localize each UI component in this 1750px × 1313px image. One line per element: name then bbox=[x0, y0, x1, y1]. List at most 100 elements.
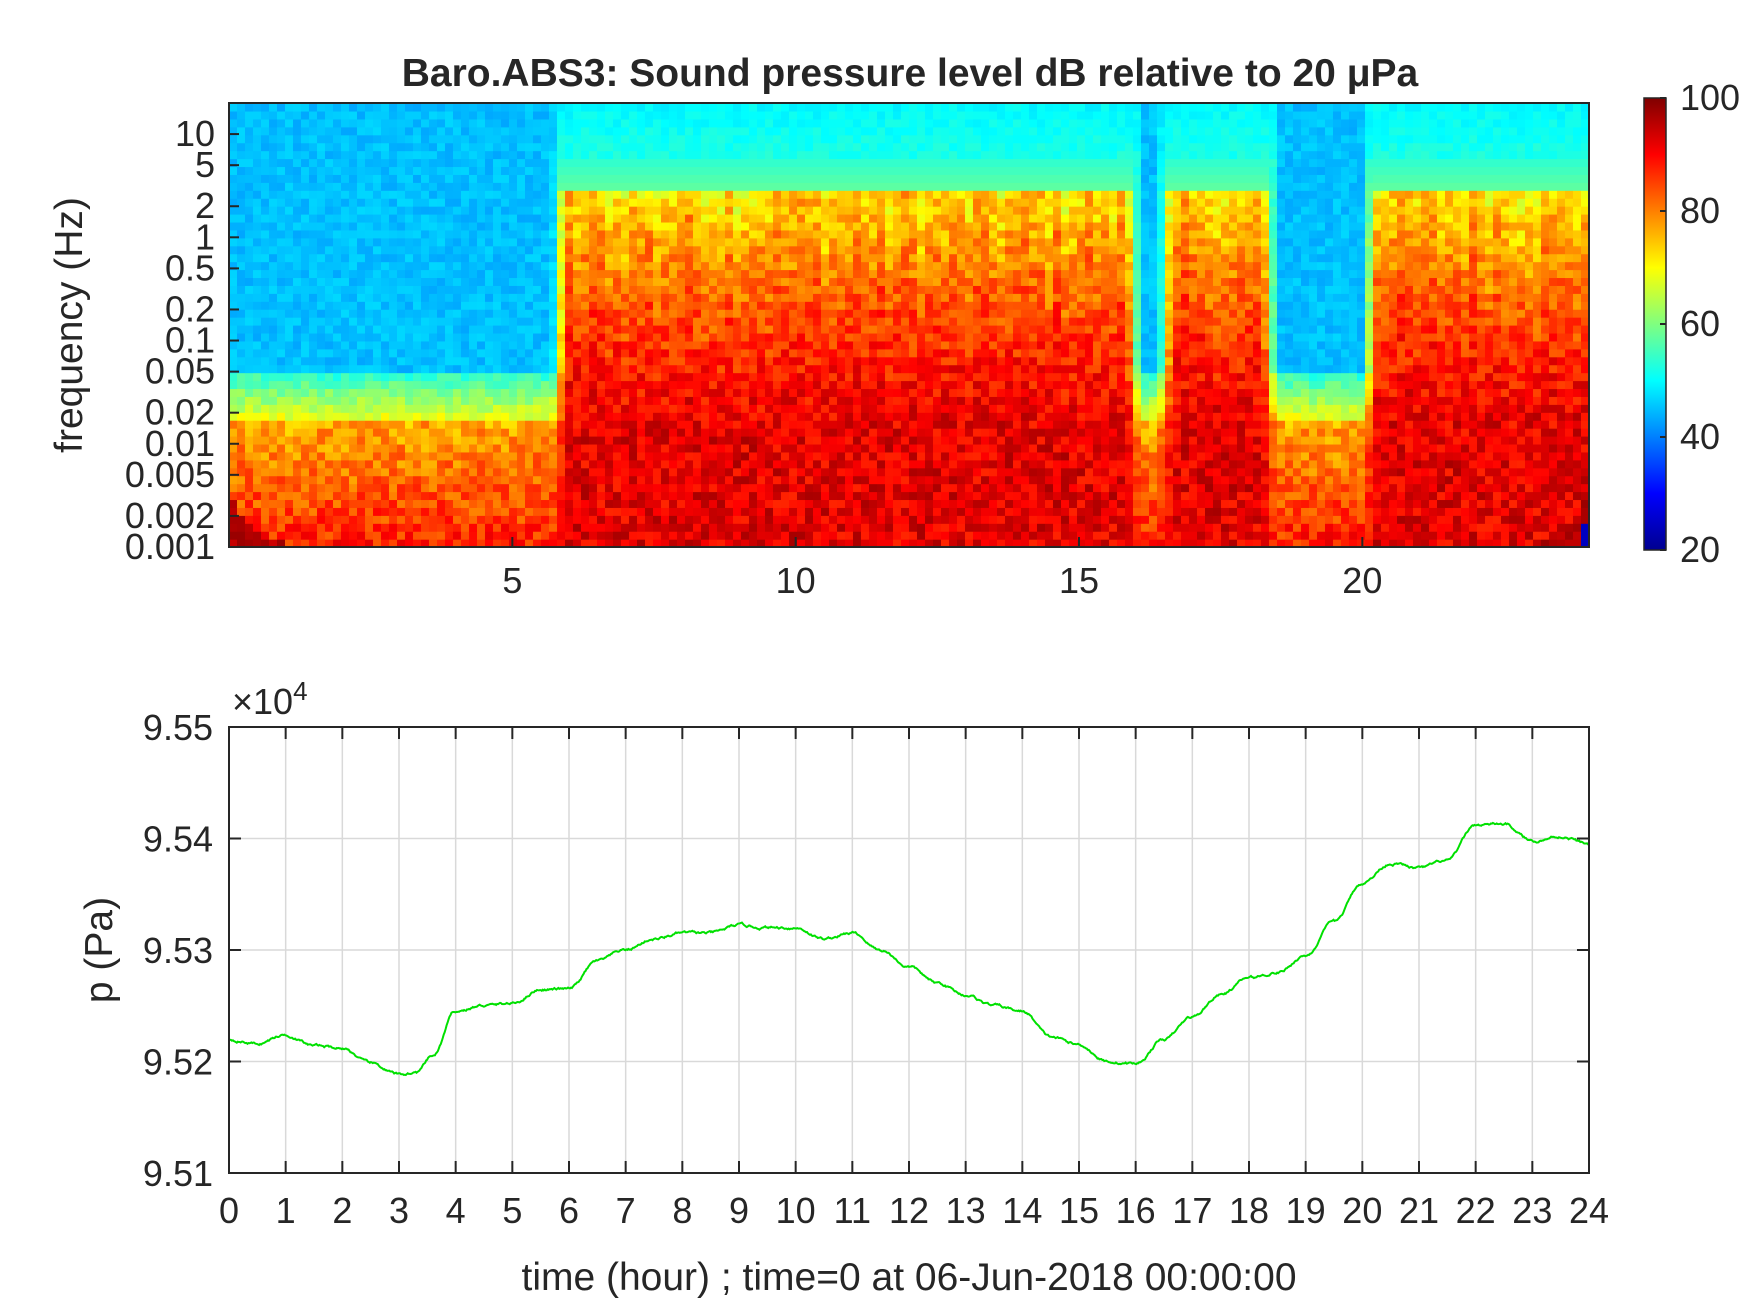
spectrogram-cell bbox=[485, 269, 494, 279]
spectrogram-cell bbox=[797, 214, 806, 223]
spectrogram-cell bbox=[757, 118, 766, 128]
spectrogram-cell bbox=[853, 214, 862, 223]
spectrogram-cell bbox=[613, 531, 622, 540]
spectrogram-cell bbox=[301, 483, 310, 493]
spectrogram-cell bbox=[589, 483, 598, 493]
spectrogram-cell bbox=[685, 285, 694, 294]
spectrogram-cell bbox=[341, 214, 350, 223]
spectrogram-cell bbox=[557, 539, 566, 547]
spectrogram-cell bbox=[589, 150, 598, 160]
spectrogram-cell bbox=[861, 229, 870, 239]
spectrogram-cell bbox=[757, 483, 766, 493]
spectrogram-cell bbox=[677, 253, 686, 263]
spectrogram-cell bbox=[237, 110, 246, 120]
spectrogram-cell bbox=[829, 206, 838, 215]
spectrogram-cell bbox=[669, 261, 678, 271]
spectrogram-cell bbox=[277, 507, 286, 516]
spectrogram-cell bbox=[877, 253, 886, 263]
spectrogram-cell bbox=[693, 356, 702, 366]
spectrogram-cell bbox=[877, 206, 886, 215]
spectrogram-cell bbox=[725, 110, 734, 120]
spectrogram-cell bbox=[885, 317, 894, 326]
spectrogram-cell bbox=[413, 174, 422, 183]
spectrogram-cell bbox=[325, 269, 334, 279]
spectrogram-cell bbox=[581, 451, 590, 461]
spectrogram-cell bbox=[325, 372, 334, 382]
spectrogram-cell bbox=[837, 531, 846, 540]
spectrogram-cell bbox=[645, 499, 654, 508]
spectrogram-cell bbox=[853, 190, 862, 199]
spectrogram-cell bbox=[525, 214, 534, 223]
spectrogram-cell bbox=[701, 388, 710, 397]
spectrogram-cell bbox=[653, 229, 662, 239]
spectrogram-cell bbox=[909, 134, 918, 144]
spectrogram-cell bbox=[557, 451, 566, 461]
spectrogram-cell bbox=[901, 436, 910, 445]
spectrogram-cell bbox=[781, 277, 790, 286]
spectrogram-cell bbox=[245, 507, 254, 516]
spectrogram-cell bbox=[517, 253, 526, 263]
spectrogram-cell bbox=[333, 428, 342, 437]
spectrogram-cell bbox=[845, 166, 854, 175]
spectrogram-cell bbox=[925, 309, 934, 318]
spectrogram-cell bbox=[805, 396, 814, 405]
spectrogram-cell bbox=[765, 245, 774, 255]
spectrogram-cell bbox=[925, 317, 934, 326]
spectrogram-cell bbox=[653, 206, 662, 215]
spectrogram-cell bbox=[253, 436, 262, 445]
spectrogram-cell bbox=[925, 436, 934, 445]
spectrogram-cell bbox=[333, 364, 342, 374]
spectrogram-cell bbox=[781, 301, 790, 310]
spectrogram-cell bbox=[565, 317, 574, 326]
spectrogram-cell bbox=[613, 356, 622, 366]
spectrogram-cell bbox=[709, 420, 718, 429]
spectrogram-cell bbox=[301, 221, 310, 231]
spectrogram-cell bbox=[693, 364, 702, 374]
spectrogram-cell bbox=[349, 443, 358, 453]
spectrogram-cell bbox=[397, 396, 406, 405]
spectrogram-cell bbox=[381, 364, 390, 374]
spectrogram-cell bbox=[509, 443, 518, 453]
spectrogram-cell bbox=[877, 190, 886, 199]
spectrogram-cell bbox=[653, 388, 662, 397]
spectrogram-cell bbox=[733, 420, 742, 429]
spectrogram-cell bbox=[877, 515, 886, 524]
spectrogram-cell bbox=[685, 475, 694, 485]
spectrogram-cell bbox=[245, 245, 254, 255]
spectrogram-cell bbox=[245, 190, 254, 199]
spectrogram-cell bbox=[797, 285, 806, 294]
spectrogram-cell bbox=[245, 412, 254, 421]
spectrogram-cell bbox=[677, 436, 686, 445]
spectrogram-cell bbox=[581, 166, 590, 175]
spectrogram-cell bbox=[229, 150, 238, 160]
spectrogram-cell bbox=[477, 261, 486, 271]
spectrogram-cell bbox=[733, 459, 742, 469]
spectrogram-cell bbox=[709, 158, 718, 168]
spectrogram-cell bbox=[797, 475, 806, 485]
spectrogram-cell bbox=[477, 142, 486, 152]
spectrogram-cell bbox=[557, 443, 566, 453]
spectrogram-cell bbox=[653, 499, 662, 508]
spectrogram-cell bbox=[813, 332, 822, 342]
spectrogram-cell bbox=[405, 539, 414, 547]
spectrogram-cell bbox=[309, 451, 318, 461]
spectrogram-cell bbox=[613, 396, 622, 405]
spectrogram-cell bbox=[325, 142, 334, 152]
spectrogram-cell bbox=[277, 126, 286, 136]
spectrogram-cell bbox=[621, 142, 630, 152]
spectrogram-cell bbox=[333, 404, 342, 413]
spectrogram-cell bbox=[925, 206, 934, 215]
spectrogram-cell bbox=[533, 388, 542, 397]
spectrogram-cell bbox=[637, 245, 646, 255]
spectrogram-cell bbox=[861, 388, 870, 397]
spectrogram-cell bbox=[709, 443, 718, 453]
spectrogram-cell bbox=[245, 483, 254, 493]
spectrogram-cell bbox=[765, 174, 774, 183]
spectrogram-cell bbox=[741, 174, 750, 183]
spectrogram-cell bbox=[925, 269, 934, 279]
spectrogram-cell bbox=[381, 301, 390, 310]
spectrogram-cell bbox=[853, 364, 862, 374]
spectrogram-cell bbox=[341, 451, 350, 461]
spectrogram-cell bbox=[533, 206, 542, 215]
spectrogram-cell bbox=[901, 118, 910, 128]
